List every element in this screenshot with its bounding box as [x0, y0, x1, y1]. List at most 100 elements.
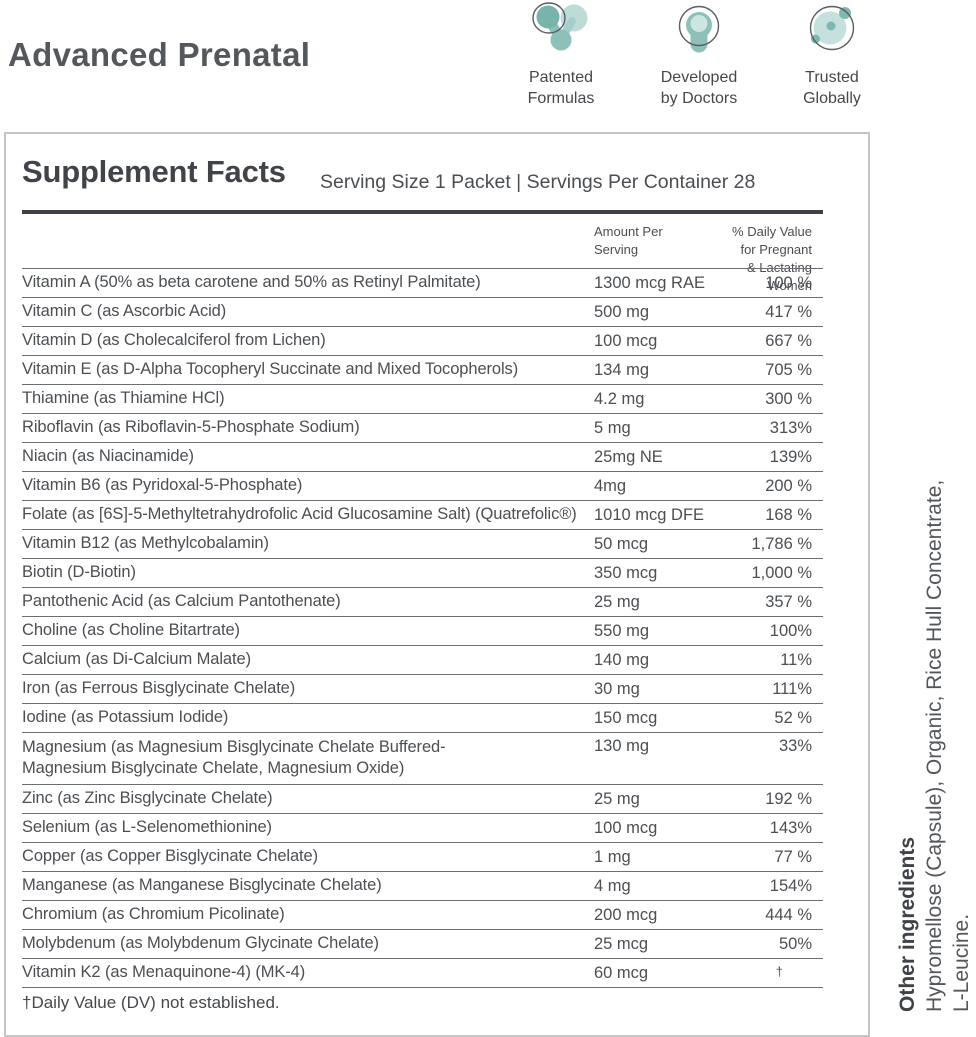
ingredient-amount: 1010 mcg DFE — [594, 505, 705, 524]
table-row: Niacin (as Niacinamide) 25mg NE 139% — [22, 443, 823, 472]
ingredient-name: Zinc (as Zinc Bisglycinate Chelate) — [22, 789, 273, 808]
badge-label: Patented Formulas — [527, 69, 595, 107]
ingredient-name: Vitamin C (as Ascorbic Acid) — [22, 302, 227, 321]
ingredient-amount: 50 mcg — [594, 534, 649, 553]
badge-developed-by-doctors: Developed by Doctors — [638, 2, 760, 110]
ingredient-amount: 134 mg — [594, 360, 650, 379]
ingredient-amount: 30 mg — [594, 679, 640, 698]
other-ingredients-heading: Other ingredients — [896, 836, 919, 1012]
ingredient-daily-value: 143% — [769, 818, 812, 837]
badge-label: Trusted Globally — [803, 69, 861, 107]
ingredient-daily-value: 154% — [769, 876, 812, 895]
ingredient-daily-value: 139% — [769, 447, 812, 466]
column-header-amount: Amount Per Serving — [594, 224, 663, 257]
ingredient-name: Vitamin D (as Cholecalciferol from Liche… — [22, 331, 326, 350]
ingredient-daily-value: 52 % — [774, 708, 812, 727]
other-ingredients: Other ingredients Hypromellose (Capsule)… — [894, 452, 975, 1012]
badge-row: Patented Formulas Developed by Doctors T… — [500, 2, 888, 110]
ingredient-amount: 550 mg — [594, 621, 650, 640]
ingredient-name: Vitamin K2 (as Menaquinone-4) (MK-4) — [22, 963, 306, 982]
table-row: Vitamin D (as Cholecalciferol from Liche… — [22, 327, 823, 356]
ingredient-daily-value: 111% — [772, 679, 812, 698]
ingredient-name: Magnesium (as Magnesium Bisglycinate Che… — [22, 738, 446, 778]
ingredient-name: Copper (as Copper Bisglycinate Chelate) — [22, 847, 319, 866]
table-row: Thiamine (as Thiamine HCl) 4.2 mg 300 % — [22, 385, 823, 414]
ingredient-daily-value: 168 % — [765, 505, 812, 524]
table-row: Molybdenum (as Molybdenum Glycinate Chel… — [22, 930, 823, 959]
ingredient-name: Choline (as Choline Bitartrate) — [22, 621, 240, 640]
ingredient-daily-value: 200 % — [765, 476, 812, 495]
table-row: Zinc (as Zinc Bisglycinate Chelate) 25 m… — [22, 785, 823, 814]
ingredient-name: Selenium (as L-Selenomethionine) — [22, 818, 272, 837]
badge-patented-formulas: Patented Formulas — [500, 2, 622, 110]
droplet-icon — [678, 5, 720, 53]
other-ingredients-text: Hypromellose (Capsule), Organic, Rice Hu… — [923, 479, 973, 1012]
table-row: Biotin (D-Biotin) 350 mcg 1,000 % — [22, 559, 823, 588]
ingredient-amount: 500 mg — [594, 302, 650, 321]
ingredient-amount: 150 mcg — [594, 708, 658, 727]
ingredient-amount: 350 mcg — [594, 563, 658, 582]
badge-trusted-globally: Trusted Globally — [776, 2, 888, 110]
table-row: Iodine (as Potassium Iodide) 150 mcg 52 … — [22, 704, 823, 733]
molecule-icon — [532, 2, 588, 51]
table-row: Vitamin C (as Ascorbic Acid) 500 mg 417 … — [22, 298, 823, 327]
ingredient-name: Thiamine (as Thiamine HCl) — [22, 389, 225, 408]
ingredient-name: Riboflavin (as Riboflavin-5-Phosphate So… — [22, 418, 360, 437]
ingredient-name: Chromium (as Chromium Picolinate) — [22, 905, 285, 924]
ingredient-name: Pantothenic Acid (as Calcium Pantothenat… — [22, 592, 341, 611]
ingredient-name: Niacin (as Niacinamide) — [22, 447, 194, 466]
ingredient-amount: 140 mg — [594, 650, 650, 669]
ingredient-amount: 130 mg — [594, 737, 650, 755]
ingredient-amount: 4 mg — [594, 876, 631, 895]
table-row: Magnesium (as Magnesium Bisglycinate Che… — [22, 733, 823, 785]
supplement-facts-title: Supplement Facts — [22, 154, 286, 189]
ingredient-amount: 4.2 mg — [594, 389, 645, 408]
table-row: Vitamin E (as D-Alpha Tocopheryl Succina… — [22, 356, 823, 385]
ingredient-amount: 1300 mcg RAE — [594, 273, 705, 292]
ingredient-amount: 60 mcg — [594, 963, 649, 982]
ingredient-amount: 25 mcg — [594, 934, 649, 953]
ingredient-name: Vitamin B12 (as Methylcobalamin) — [22, 534, 269, 553]
ingredient-daily-value: 50% — [778, 934, 812, 953]
ingredient-amount: 4mg — [594, 476, 627, 495]
table-row: Vitamin A (50% as beta carotene and 50% … — [22, 269, 823, 298]
column-headers: Amount Per Serving % Daily Value for Pre… — [22, 223, 823, 295]
ingredient-daily-value: 300 % — [765, 389, 812, 408]
globe-icon — [809, 5, 855, 51]
ingredient-daily-value: 705 % — [765, 360, 812, 379]
ingredient-amount: 25mg NE — [594, 447, 663, 466]
ingredient-name: Vitamin A (50% as beta carotene and 50% … — [22, 273, 481, 292]
column-header-daily-value: % Daily Value for Pregnant & Lactating W… — [732, 224, 812, 293]
table-row: Iron (as Ferrous Bisglycinate Chelate) 3… — [22, 675, 823, 704]
serving-info: Serving Size 1 Packet | Servings Per Con… — [320, 171, 756, 193]
daily-value-footnote: †Daily Value (DV) not established. — [22, 993, 280, 1012]
ingredient-name: Vitamin E (as D-Alpha Tocopheryl Succina… — [22, 360, 519, 379]
ingredient-amount: 25 mg — [594, 789, 640, 808]
facts-rows: Vitamin A (50% as beta carotene and 50% … — [22, 268, 823, 988]
ingredient-daily-value: 1,786 % — [751, 534, 812, 553]
badge-label: Developed by Doctors — [660, 69, 738, 107]
ingredient-name: Vitamin B6 (as Pyridoxal-5-Phosphate) — [22, 476, 303, 495]
ingredient-daily-value: 100 % — [765, 273, 812, 292]
header-divider — [22, 210, 823, 214]
ingredient-daily-value: 417 % — [765, 302, 812, 321]
ingredient-name: Folate (as [6S]-5-Methyltetrahydrofolic … — [22, 505, 577, 524]
ingredient-name: Biotin (D-Biotin) — [22, 563, 136, 582]
ingredient-daily-value: 11% — [780, 650, 812, 669]
ingredient-amount: 1 mg — [594, 847, 631, 866]
ingredient-daily-value: 444 % — [765, 905, 812, 924]
table-row: Selenium (as L-Selenomethionine) 100 mcg… — [22, 814, 823, 843]
ingredient-amount: 5 mg — [594, 418, 631, 437]
table-row: Vitamin B12 (as Methylcobalamin) 50 mcg … — [22, 530, 823, 559]
ingredient-name: Iron (as Ferrous Bisglycinate Chelate) — [22, 679, 296, 698]
page-title: Advanced Prenatal — [8, 36, 311, 73]
ingredient-daily-value: 77 % — [774, 847, 812, 866]
table-row: Vitamin K2 (as Menaquinone-4) (MK-4) 60 … — [22, 959, 823, 988]
ingredient-daily-value: † — [775, 964, 783, 979]
table-row: Vitamin B6 (as Pyridoxal-5-Phosphate) 4m… — [22, 472, 823, 501]
table-row: Copper (as Copper Bisglycinate Chelate) … — [22, 843, 823, 872]
table-row: Riboflavin (as Riboflavin-5-Phosphate So… — [22, 414, 823, 443]
ingredient-amount: 100 mcg — [594, 818, 658, 837]
supplement-facts-panel: Supplement Facts Serving Size 1 Packet |… — [4, 132, 870, 1037]
ingredient-name: Calcium (as Di-Calcium Malate) — [22, 650, 251, 669]
